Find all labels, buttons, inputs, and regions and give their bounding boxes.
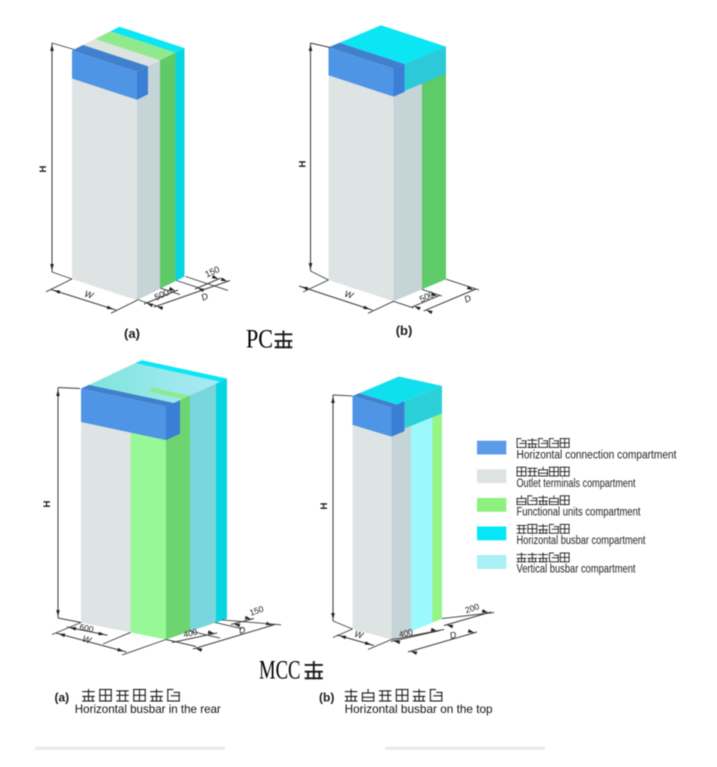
- svg-text:MCC: MCC: [259, 655, 301, 684]
- svg-text:D: D: [448, 629, 458, 641]
- svg-text:600: 600: [79, 622, 95, 635]
- svg-text:Outlet terminals compartment: Outlet terminals compartment: [517, 478, 637, 490]
- svg-text:H: H: [42, 500, 53, 507]
- svg-text:(a): (a): [55, 691, 70, 705]
- svg-text:(b): (b): [319, 691, 334, 705]
- svg-text:Horizontal connection compartm: Horizontal connection compartment: [517, 449, 678, 461]
- svg-text:150: 150: [248, 603, 265, 617]
- svg-text:(b): (b): [396, 323, 413, 338]
- svg-text:Vertical busbar compartment: Vertical busbar compartment: [517, 564, 637, 576]
- svg-text:D: D: [200, 291, 211, 303]
- svg-text:PC: PC: [246, 324, 273, 353]
- svg-text:400: 400: [182, 627, 198, 640]
- svg-text:H: H: [319, 502, 330, 509]
- svg-text:Horizontal busbar compartment: Horizontal busbar compartment: [517, 535, 647, 547]
- svg-text:D: D: [238, 624, 248, 636]
- svg-text:H: H: [298, 160, 309, 167]
- svg-text:Functional units compartment: Functional units compartment: [517, 507, 642, 519]
- svg-text:D: D: [463, 293, 474, 305]
- svg-text:200: 200: [464, 601, 481, 615]
- svg-text:Horizontal busbar on the top: Horizontal busbar on the top: [345, 702, 493, 716]
- svg-text:H: H: [38, 165, 49, 172]
- svg-text:Horizontal busbar in the rear: Horizontal busbar in the rear: [75, 702, 221, 716]
- svg-text:(a): (a): [124, 326, 140, 341]
